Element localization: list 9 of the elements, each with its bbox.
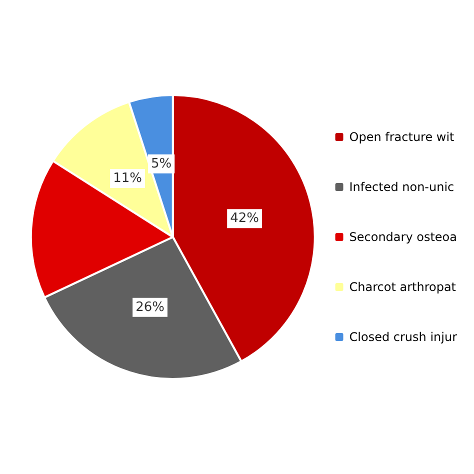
legend-label: Open fracture wit <box>349 130 455 144</box>
legend-label: Infected non-unic <box>349 180 454 194</box>
legend-label: Charcot arthropat <box>349 280 456 294</box>
data-label: 11% <box>113 171 142 186</box>
data-label: 26% <box>136 300 164 315</box>
data-label: 42% <box>230 211 259 226</box>
legend-label: Closed crush injur <box>349 330 458 344</box>
legend-label: Secondary osteoa <box>349 230 458 244</box>
data-label: 5% <box>150 156 172 172</box>
